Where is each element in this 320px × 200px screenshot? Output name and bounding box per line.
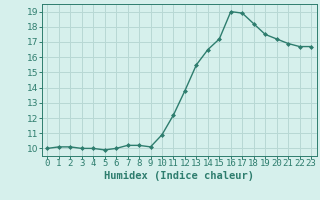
- X-axis label: Humidex (Indice chaleur): Humidex (Indice chaleur): [104, 171, 254, 181]
